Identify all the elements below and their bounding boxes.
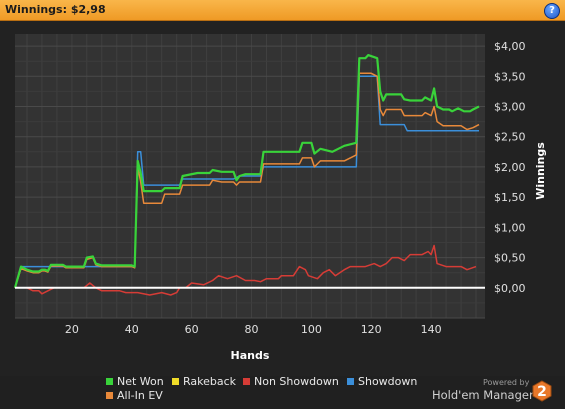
legend-item-net-won: Net Won (106, 375, 164, 388)
legend-label-all-in-ev: All-In EV (117, 389, 163, 402)
y-tick-label: $1,00 (494, 221, 526, 234)
legend-swatch-all-in-ev (106, 392, 113, 399)
x-tick-label: 20 (65, 323, 79, 336)
legend-label-rakeback: Rakeback (183, 375, 237, 388)
legend-label-net-won: Net Won (117, 375, 164, 388)
x-tick-label: 80 (245, 323, 259, 336)
x-tick-label: 100 (301, 323, 322, 336)
y-tick-label: $3,50 (494, 70, 526, 83)
hem2-logo-text: 2 (537, 384, 547, 400)
window-title: Winnings: $2,98 (5, 3, 106, 16)
legend-swatch-net-won (106, 378, 113, 385)
y-tick-label: $4,00 (494, 40, 526, 53)
product-name: Hold'em Manager (432, 388, 534, 402)
y-tick-label: $1,50 (494, 191, 526, 204)
x-axis-label: Hands (231, 349, 270, 362)
legend-item-non-showdown: Non Showdown (243, 375, 339, 388)
x-axis-ticks: 20 40 60 80 100 120 140 (65, 323, 442, 336)
x-tick-label: 140 (421, 323, 442, 336)
legend-swatch-rakeback (172, 378, 179, 385)
y-tick-label: $0,50 (494, 252, 526, 265)
x-tick-label: 60 (185, 323, 199, 336)
grid-lines (15, 34, 485, 319)
y-tick-label: $3,00 (494, 101, 526, 114)
legend-label-showdown: Showdown (358, 375, 418, 388)
legend-swatch-non-showdown (243, 378, 250, 385)
series-line-non-showdown (15, 244, 477, 296)
y-tick-label: $2,00 (494, 161, 526, 174)
y-tick-label: $0,00 (494, 282, 526, 295)
legend-item-all-in-ev: All-In EV (106, 389, 163, 402)
x-tick-label: 40 (125, 323, 139, 336)
legend-item-showdown: Showdown (347, 375, 417, 388)
y-axis-ticks: $0,00 $0,50 $1,00 $1,50 $2,00 $2,50 $3,00 $3,50… (494, 40, 526, 295)
help-button[interactable]: ? (544, 3, 560, 19)
y-axis-label: Winnings (534, 142, 547, 200)
winnings-graph: 20 40 60 80 100 120 140 $0,00 $0,50 $1,00 $1,50 $2… (0, 21, 565, 376)
series-line-net-won (13, 53, 480, 289)
x-tick-label: 120 (361, 323, 382, 336)
hem2-logo-icon: 2 (532, 380, 552, 402)
title-bar: Winnings: $2,98 ? (0, 0, 565, 21)
y-tick-label: $2,50 (494, 131, 526, 144)
legend-label-non-showdown: Non Showdown (254, 375, 339, 388)
legend-item-rakeback: Rakeback (172, 375, 236, 388)
legend-swatch-showdown (347, 378, 354, 385)
powered-by-label: Powered by (483, 378, 530, 387)
